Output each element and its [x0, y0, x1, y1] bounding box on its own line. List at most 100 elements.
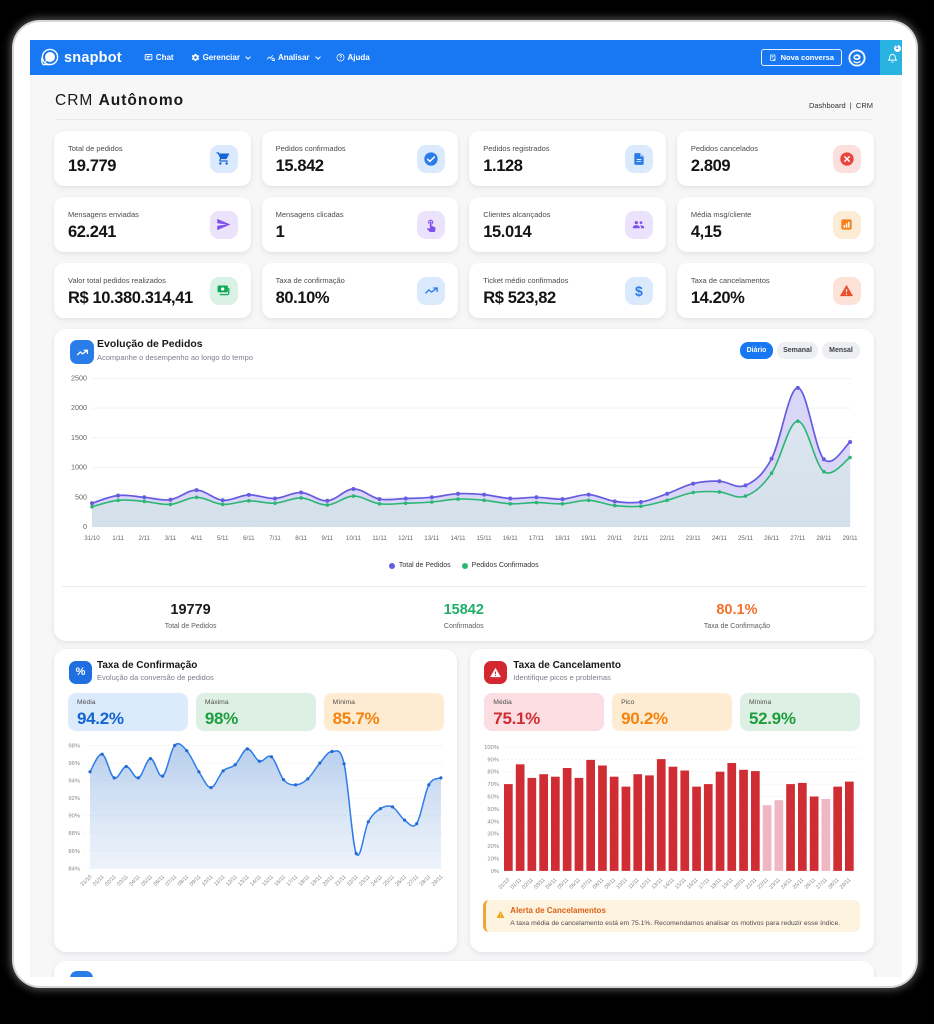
svg-text:8/11: 8/11 — [295, 535, 307, 542]
svg-text:12/11: 12/11 — [225, 874, 239, 888]
svg-text:29/11: 29/11 — [431, 874, 445, 888]
svg-text:86%: 86% — [68, 848, 80, 854]
svg-text:88%: 88% — [68, 831, 80, 837]
svg-text:26/11: 26/11 — [804, 877, 818, 891]
svg-text:10/11: 10/11 — [201, 874, 215, 888]
svg-text:80%: 80% — [488, 769, 500, 775]
svg-text:23/11: 23/11 — [686, 535, 702, 542]
svg-text:96%: 96% — [68, 761, 80, 767]
svg-text:16/11: 16/11 — [503, 535, 519, 542]
svg-text:17/11: 17/11 — [529, 535, 545, 542]
svg-text:60%: 60% — [488, 794, 500, 800]
svg-text:2000: 2000 — [71, 403, 87, 412]
svg-text:6/11: 6/11 — [243, 535, 255, 542]
svg-text:100%: 100% — [484, 744, 499, 750]
svg-text:11/11: 11/11 — [372, 535, 387, 542]
svg-text:23/11: 23/11 — [769, 877, 783, 891]
svg-text:3/11: 3/11 — [165, 535, 177, 542]
svg-text:04/11: 04/11 — [545, 877, 559, 891]
svg-text:50%: 50% — [488, 806, 500, 812]
svg-text:16/11: 16/11 — [274, 874, 288, 888]
svg-text:40%: 40% — [488, 819, 500, 825]
svg-text:13/11: 13/11 — [424, 535, 440, 542]
svg-text:02/11: 02/11 — [104, 874, 118, 888]
svg-text:1500: 1500 — [71, 433, 87, 442]
svg-text:03/11: 03/11 — [116, 874, 130, 888]
svg-text:20/11: 20/11 — [322, 874, 336, 888]
svg-text:29/11: 29/11 — [843, 535, 859, 542]
svg-text:06/11: 06/11 — [153, 874, 167, 888]
svg-text:19/11: 19/11 — [722, 877, 736, 891]
svg-text:1000: 1000 — [71, 463, 87, 472]
svg-text:28/11: 28/11 — [827, 877, 841, 891]
svg-text:31/10: 31/10 — [498, 877, 512, 891]
svg-text:15/11: 15/11 — [261, 874, 275, 888]
svg-text:24/11: 24/11 — [370, 874, 384, 888]
svg-text:17/11: 17/11 — [286, 874, 300, 888]
svg-text:14/11: 14/11 — [663, 877, 677, 891]
svg-text:05/11: 05/11 — [557, 877, 571, 891]
svg-text:7/11: 7/11 — [269, 535, 281, 542]
svg-text:18/11: 18/11 — [298, 874, 312, 888]
svg-text:20%: 20% — [488, 844, 500, 850]
svg-text:27/11: 27/11 — [407, 874, 421, 888]
svg-text:13/11: 13/11 — [651, 877, 665, 891]
svg-text:22/11: 22/11 — [346, 874, 360, 888]
svg-text:07/11: 07/11 — [580, 877, 594, 891]
svg-text:22/11: 22/11 — [757, 877, 771, 891]
svg-text:02/11: 02/11 — [522, 877, 536, 891]
svg-text:10/11: 10/11 — [346, 535, 362, 542]
svg-text:2500: 2500 — [71, 373, 87, 382]
svg-text:26/11: 26/11 — [764, 535, 780, 542]
svg-text:09/11: 09/11 — [189, 874, 203, 888]
svg-text:20/11: 20/11 — [733, 877, 747, 891]
svg-text:18/11: 18/11 — [555, 535, 571, 542]
svg-text:30%: 30% — [488, 831, 500, 837]
svg-text:08/11: 08/11 — [177, 874, 191, 888]
svg-text:12/11: 12/11 — [639, 877, 653, 891]
svg-text:22/11: 22/11 — [660, 535, 676, 542]
svg-text:17/11: 17/11 — [698, 877, 712, 891]
svg-text:9/11: 9/11 — [322, 535, 334, 542]
svg-text:24/11: 24/11 — [780, 877, 794, 891]
svg-text:24/11: 24/11 — [712, 535, 728, 542]
svg-text:12/11: 12/11 — [398, 535, 414, 542]
svg-text:5/11: 5/11 — [217, 535, 229, 542]
svg-text:14/11: 14/11 — [249, 874, 263, 888]
svg-text:19/11: 19/11 — [581, 535, 597, 542]
svg-text:90%: 90% — [488, 757, 500, 763]
svg-text:19/11: 19/11 — [310, 874, 324, 888]
svg-text:31/10: 31/10 — [84, 535, 100, 542]
svg-text:07/11: 07/11 — [165, 874, 179, 888]
svg-text:500: 500 — [75, 492, 87, 501]
svg-text:21/11: 21/11 — [633, 535, 649, 542]
svg-text:01/11: 01/11 — [92, 874, 106, 888]
svg-text:21/11: 21/11 — [334, 874, 348, 888]
svg-text:29/11: 29/11 — [839, 877, 853, 891]
svg-text:06/11: 06/11 — [569, 877, 583, 891]
svg-text:4/11: 4/11 — [191, 535, 203, 542]
svg-text:2/11: 2/11 — [139, 535, 151, 542]
svg-text:25/11: 25/11 — [382, 874, 396, 888]
svg-text:13/11: 13/11 — [237, 874, 251, 888]
svg-text:27/11: 27/11 — [816, 877, 830, 891]
svg-text:94%: 94% — [68, 778, 80, 784]
svg-text:11/11: 11/11 — [213, 874, 226, 887]
svg-text:11/11: 11/11 — [628, 877, 641, 890]
svg-text:10/11: 10/11 — [616, 877, 630, 891]
svg-text:0%: 0% — [491, 868, 499, 874]
svg-text:0: 0 — [83, 522, 87, 531]
svg-text:28/11: 28/11 — [419, 874, 433, 888]
svg-text:23/11: 23/11 — [358, 874, 372, 888]
svg-text:84%: 84% — [68, 866, 80, 872]
svg-text:26/11: 26/11 — [395, 874, 409, 888]
svg-text:31/10: 31/10 — [80, 874, 94, 888]
svg-text:25/11: 25/11 — [738, 535, 754, 542]
svg-text:08/11: 08/11 — [592, 877, 606, 891]
svg-text:1/11: 1/11 — [112, 535, 124, 542]
svg-text:20/11: 20/11 — [607, 535, 623, 542]
svg-text:14/11: 14/11 — [450, 535, 466, 542]
svg-text:05/11: 05/11 — [140, 874, 154, 888]
svg-text:70%: 70% — [488, 782, 500, 788]
svg-text:18/11: 18/11 — [710, 877, 724, 891]
